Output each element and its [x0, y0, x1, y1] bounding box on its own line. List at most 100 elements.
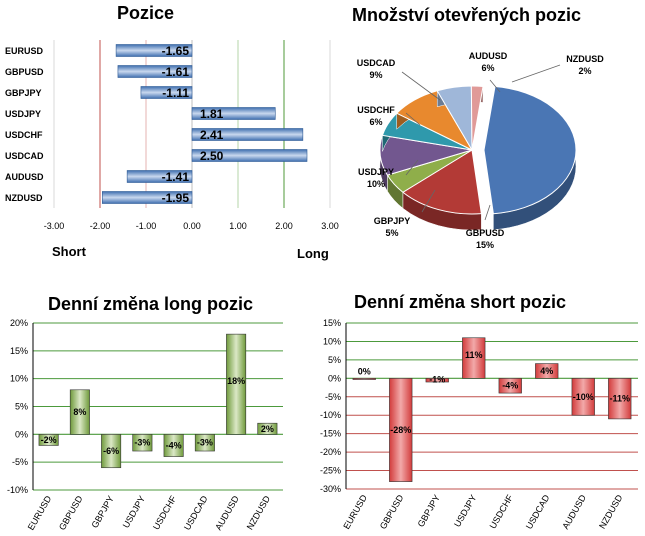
category-label: USDJPY: [452, 493, 478, 529]
category-label: USDCAD: [5, 151, 44, 161]
data-label: -1.95: [162, 191, 190, 205]
x-tick-label: 1.00: [229, 221, 247, 231]
position-bar: [117, 65, 193, 78]
pie-slice-percent: 46%: [589, 122, 607, 132]
position-bar: [115, 44, 193, 57]
long-change-chart: Denní změna long pozic 20% 15% 10% 5% 0% -5% -…: [0, 290, 310, 536]
category-label: USDCAD: [524, 493, 552, 531]
x-tick-label: 2.00: [275, 221, 293, 231]
y-tick-label: -10%: [320, 410, 341, 420]
category-label: USDCHF: [488, 493, 516, 531]
data-label: -3%: [197, 438, 213, 448]
change-bar: [101, 434, 122, 469]
data-label: -10%: [573, 392, 594, 402]
category-label: USDJPY: [121, 494, 147, 530]
change-bar: [69, 389, 90, 435]
category-label: USDCHF: [5, 130, 43, 140]
change-bar: [257, 422, 278, 435]
change-bar: [608, 378, 632, 420]
pie-slice-label: NZDUSD: [566, 54, 604, 64]
category-label: AUDUSD: [213, 494, 241, 532]
y-tick-label: -30%: [320, 484, 341, 494]
position-bar: [191, 128, 304, 141]
pie-slice-label: EURUSD: [579, 110, 618, 120]
category-label: GBPJPY: [89, 494, 115, 530]
y-tick-label: 15%: [323, 318, 341, 328]
category-label: NZDUSD: [5, 193, 43, 203]
category-label: GBPJPY: [416, 493, 442, 529]
change-bar: [425, 378, 449, 383]
data-label: -6%: [103, 446, 119, 456]
data-label: 18%: [227, 376, 245, 386]
data-label: -1.41: [162, 170, 190, 184]
pie-slice-percent: 15%: [476, 240, 494, 250]
long-change-plot: 20% 15% 10% 5% 0% -5% -10% -2% EURUSD 8% GBPUSD -6%…: [7, 318, 283, 532]
pie-slice: [470, 85, 484, 151]
y-tick-label: -15%: [320, 429, 341, 439]
y-tick-label: -10%: [7, 485, 28, 495]
pie-slice: [483, 85, 577, 215]
change-bar: [194, 434, 215, 452]
pie-slice-percent: 9%: [369, 70, 382, 80]
pie-slice-percent: 5%: [385, 228, 398, 238]
x-tick-label: 0.00: [183, 221, 201, 231]
pie-slice-label: USDCAD: [357, 58, 396, 68]
long-label: Long: [297, 246, 329, 261]
data-label: -4%: [502, 381, 518, 391]
long-change-title: Denní změna long pozic: [48, 294, 254, 314]
y-tick-label: -5%: [12, 457, 28, 467]
pie-slice-label: GBPUSD: [466, 228, 505, 238]
data-label: -28%: [390, 425, 411, 435]
y-tick-label: 0%: [15, 429, 28, 439]
x-tick-label: -1.00: [136, 221, 157, 231]
data-label: -1.65: [162, 44, 190, 58]
change-bar: [163, 434, 184, 457]
category-label: USDJPY: [5, 109, 41, 119]
pie-slice-label: USDCHF: [357, 105, 395, 115]
data-label: -1.61: [162, 65, 190, 79]
category-label: EURUSD: [26, 494, 54, 532]
data-label: -4%: [166, 440, 182, 450]
pie-slice-percent: 10%: [367, 179, 385, 189]
change-bar: [535, 363, 559, 379]
pie-leader-line: [405, 159, 419, 176]
data-label: 8%: [73, 407, 86, 417]
data-label: 2.50: [200, 149, 224, 163]
position-bar: [191, 149, 308, 162]
change-bar: [352, 378, 376, 380]
pie-slice-label: USDJPY: [358, 167, 394, 177]
pie-leader-line: [401, 71, 441, 101]
data-label: 11%: [465, 350, 483, 360]
pie-leader-line: [489, 79, 501, 93]
open-interest-title: Množství otevřených pozic: [352, 5, 582, 25]
position-bar: [140, 86, 193, 99]
data-label: -2%: [41, 435, 57, 445]
short-change-title: Denní změna short pozic: [354, 292, 567, 312]
positions-plot: -3.00 -2.00 -1.00 0.00 1.00 2.00 3.00 EURUSD -1.…: [5, 40, 339, 231]
x-tick-label: -3.00: [44, 221, 65, 231]
category-label: USDCAD: [182, 494, 210, 532]
pie-leader-line: [405, 112, 421, 126]
positions-title: Pozice: [117, 3, 175, 23]
open-interest-plot: EURUSD 46% GBPUSD 15% GBPJPY 5% USDJPY 10% USDCH…: [357, 51, 618, 250]
data-label: 4%: [540, 366, 553, 376]
data-label: -1.11: [162, 86, 189, 100]
y-tick-label: 5%: [15, 402, 28, 412]
positions-chart: Pozice -3.00 -2.00 -1.00 0.00 1.00 2.00 3.00 EU…: [0, 0, 340, 270]
change-bar: [498, 378, 522, 394]
x-tick-label: 3.00: [321, 221, 339, 231]
change-bar: [571, 378, 595, 416]
position-bar: [126, 170, 193, 183]
pie-slice-percent: 6%: [369, 117, 382, 127]
y-tick-label: -5%: [325, 392, 341, 402]
pie-slice-percent: 2%: [578, 66, 591, 76]
category-label: GBPUSD: [5, 67, 44, 77]
data-label: 2.41: [200, 128, 224, 142]
category-label: EURUSD: [341, 493, 369, 531]
category-label: EURUSD: [5, 46, 44, 56]
position-bar: [102, 191, 193, 204]
category-label: AUDUSD: [5, 172, 44, 182]
pie-leader-line: [484, 204, 491, 221]
short-change-plot: 15% 10% 5% 0% -5% -10% -15% -20% -25% -30% 0% EURUS…: [320, 318, 638, 531]
y-tick-label: 0%: [328, 373, 341, 383]
